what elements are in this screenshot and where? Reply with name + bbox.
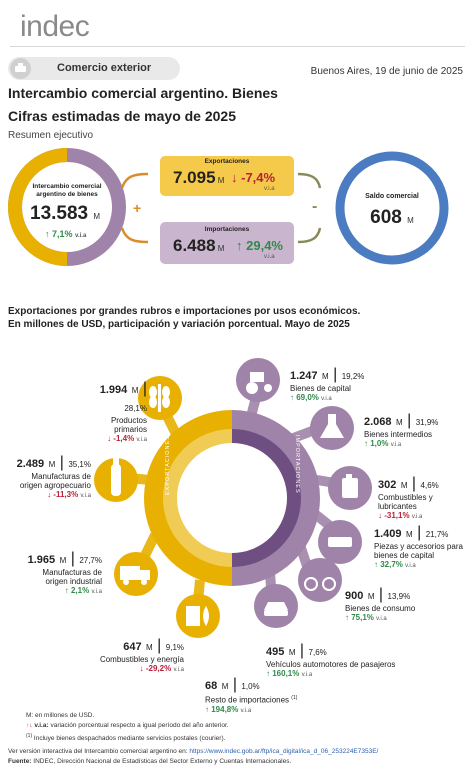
notes: M: en millones de USD. ↑↓ v.i.a: variaci… xyxy=(26,712,229,743)
report-title: Intercambio comercial argentino. Bienes xyxy=(8,85,278,101)
saldo-value: 608 M xyxy=(370,207,414,228)
plus-sign: + xyxy=(133,200,142,216)
source-line: Fuente: INDEC, Dirección Nacional de Est… xyxy=(8,758,292,765)
interactive-link-line: Ver versión interactiva del Intercambio … xyxy=(8,748,379,755)
exports-share-arc xyxy=(8,148,68,266)
exports-ring-label: EXPORTACIONES xyxy=(165,435,171,495)
imports-change-unit: v.i.a xyxy=(264,254,275,260)
section-title: Exportaciones por grandes rubros e impor… xyxy=(8,306,361,330)
exports-ring xyxy=(144,410,232,586)
export-item: 1.994 M | 28,1% Productos primarios ↓ -1… xyxy=(99,380,147,443)
exports-change-unit: v.i.a xyxy=(264,186,275,192)
import-item: 2.068 M | 31,9% Bienes intermedios ↑ 1,0… xyxy=(364,412,439,448)
report-subtitle: Cifras estimadas de mayo de 2025 xyxy=(8,108,237,124)
imports-box xyxy=(160,222,294,264)
exports-label: Exportaciones xyxy=(204,158,250,165)
section-badge xyxy=(8,57,180,80)
summary-label: Resumen ejecutivo xyxy=(8,130,94,141)
imports-ring-label: IMPORTACIONES xyxy=(294,435,300,494)
exports-change: ↓ -7,4% xyxy=(231,170,276,185)
import-item: 1.247 M | 19,2% Bienes de capital ↑ 69,0… xyxy=(290,366,365,402)
intercambio-value: 13.583 M xyxy=(30,203,101,224)
intercambio-label: Intercambio comercial argentino de bienes xyxy=(32,183,102,198)
report-date: Buenos Aires, 19 de junio de 2025 xyxy=(310,66,463,77)
export-item: 2.489 M | 35,1% Manufacturas de origen a… xyxy=(16,454,91,499)
summary-graphic xyxy=(8,148,449,266)
indec-logo: indec xyxy=(20,10,90,43)
export-item: 647 M | 9,1% Combustibles y energía ↓ -2… xyxy=(99,637,184,673)
saldo-ring xyxy=(335,151,449,265)
saldo-label: Saldo comercial xyxy=(365,193,419,200)
import-item: 900 M | 13,9% Bienes de consumo ↑ 75,1% … xyxy=(345,586,416,622)
interactive-link[interactable]: https://www.indec.gob.ar/ftp/ica_digital… xyxy=(189,748,379,755)
import-item: 1.409 M | 21,7% Piezas y accesorios para… xyxy=(374,524,463,569)
exports-box xyxy=(160,156,294,196)
imports-value: 6.488 M xyxy=(173,236,225,255)
imports-change: ↑ 29,4% xyxy=(236,238,283,253)
minus-sign: - xyxy=(312,198,318,215)
bicycle-icon xyxy=(298,558,342,602)
import-item: 495 M | 7,6% Vehículos automotores de pa… xyxy=(266,642,396,678)
intercambio-change: ↑ 7,1% v.i.a xyxy=(45,229,87,239)
trade-icon xyxy=(10,58,31,79)
export-item: 1.965 M | 27,7% Manufacturas de origen i… xyxy=(27,550,102,595)
header-divider xyxy=(10,46,465,47)
import-item: 68 M | 1,0% Resto de importaciones (1) ↑… xyxy=(205,676,298,714)
exports-value: 7.095 M xyxy=(173,168,225,187)
imports-label: Importaciones xyxy=(204,226,250,233)
import-item: 302 M | 4,6% Combustibles y lubricantes … xyxy=(378,475,439,520)
composition-graphic xyxy=(94,358,372,638)
section-badge-label: Comercio exterior xyxy=(57,62,152,74)
imports-ring xyxy=(232,410,320,586)
